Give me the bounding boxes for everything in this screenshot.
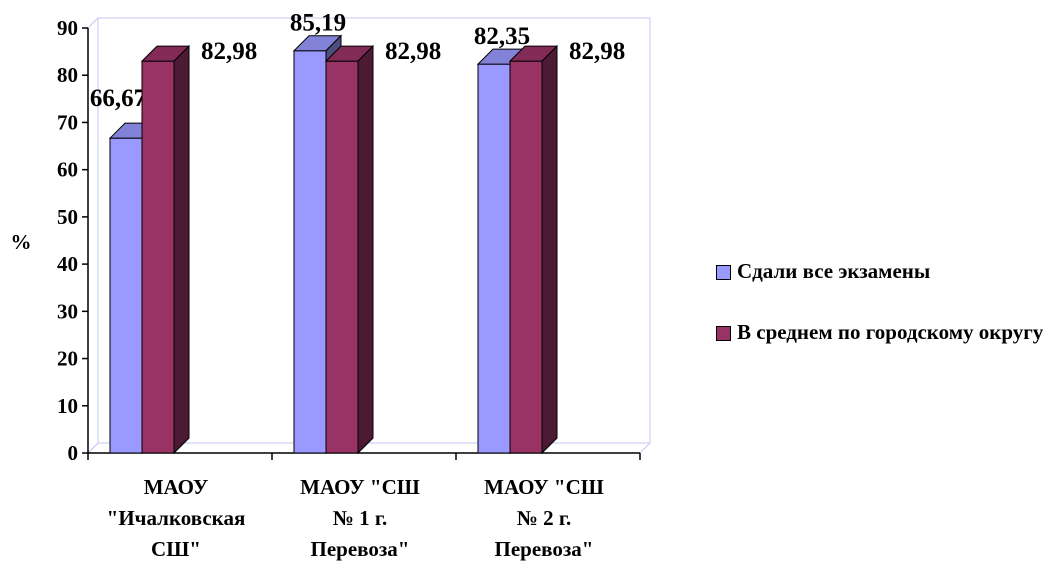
x-category-label-2-line-1: МАОУ "СШ bbox=[300, 475, 420, 499]
x-category-label-1-line-1: МАОУ bbox=[144, 475, 209, 499]
bar-side-series-2-1 bbox=[173, 44, 190, 455]
data-label-series-1-1: 66,67 bbox=[90, 85, 146, 112]
x-category-label-1-line-2: "Ичалковская bbox=[107, 506, 246, 530]
data-label-series-1-2: 85,19 bbox=[290, 10, 346, 37]
y-tick-label: 80 bbox=[57, 63, 78, 87]
x-category-label-1-line-3: СШ" bbox=[151, 537, 201, 561]
legend-swatch-series-1 bbox=[716, 265, 731, 280]
y-tick-label: 60 bbox=[57, 158, 78, 182]
y-tick-label: 20 bbox=[57, 347, 78, 371]
data-label-series-2-2: 82,98 bbox=[385, 38, 441, 65]
bar-series-1-1 bbox=[109, 137, 143, 454]
x-category-label-3-line-2: № 2 г. bbox=[517, 506, 572, 530]
y-tick-label: 50 bbox=[57, 205, 78, 229]
y-tick-label: 0 bbox=[68, 441, 79, 465]
bar-series-2-3 bbox=[509, 60, 543, 454]
bar-series-1-2 bbox=[293, 50, 327, 454]
plot-side-wall bbox=[87, 16, 99, 455]
y-tick-label: 90 bbox=[57, 16, 78, 40]
bar-side-series-2-2 bbox=[357, 44, 374, 455]
data-label-series-1-3: 82,35 bbox=[474, 23, 530, 50]
legend: Сдали все экзамены В среднем по городско… bbox=[716, 258, 1046, 380]
y-axis-label: % bbox=[11, 230, 32, 254]
y-tick-label: 30 bbox=[57, 299, 78, 323]
x-category-label-3-line-3: Перевоза" bbox=[495, 537, 594, 561]
data-label-series-2-3: 82,98 bbox=[569, 38, 625, 65]
legend-item-series-1: Сдали все экзамены bbox=[716, 258, 1046, 285]
data-label-series-2-1: 82,98 bbox=[201, 38, 257, 65]
x-category-label-2-line-3: Перевоза" bbox=[311, 537, 410, 561]
bar-series-1-3 bbox=[477, 63, 511, 454]
legend-label-series-1: Сдали все экзамены bbox=[737, 259, 931, 283]
x-category-label-3-line-1: МАОУ "СШ bbox=[484, 475, 604, 499]
bar-series-2-1 bbox=[141, 60, 175, 454]
y-tick-label: 70 bbox=[57, 110, 78, 134]
legend-label-series-2: В среднем по городскому округу bbox=[737, 320, 1044, 344]
bar-side-series-2-3 bbox=[541, 44, 558, 455]
y-tick-label: 40 bbox=[57, 252, 78, 276]
bar-series-2-2 bbox=[325, 60, 359, 454]
legend-swatch-series-2 bbox=[716, 326, 731, 341]
y-tick-label: 10 bbox=[57, 394, 78, 418]
legend-item-series-2: В среднем по городскому округу bbox=[716, 319, 1046, 346]
x-category-label-2-line-2: № 1 г. bbox=[333, 506, 388, 530]
